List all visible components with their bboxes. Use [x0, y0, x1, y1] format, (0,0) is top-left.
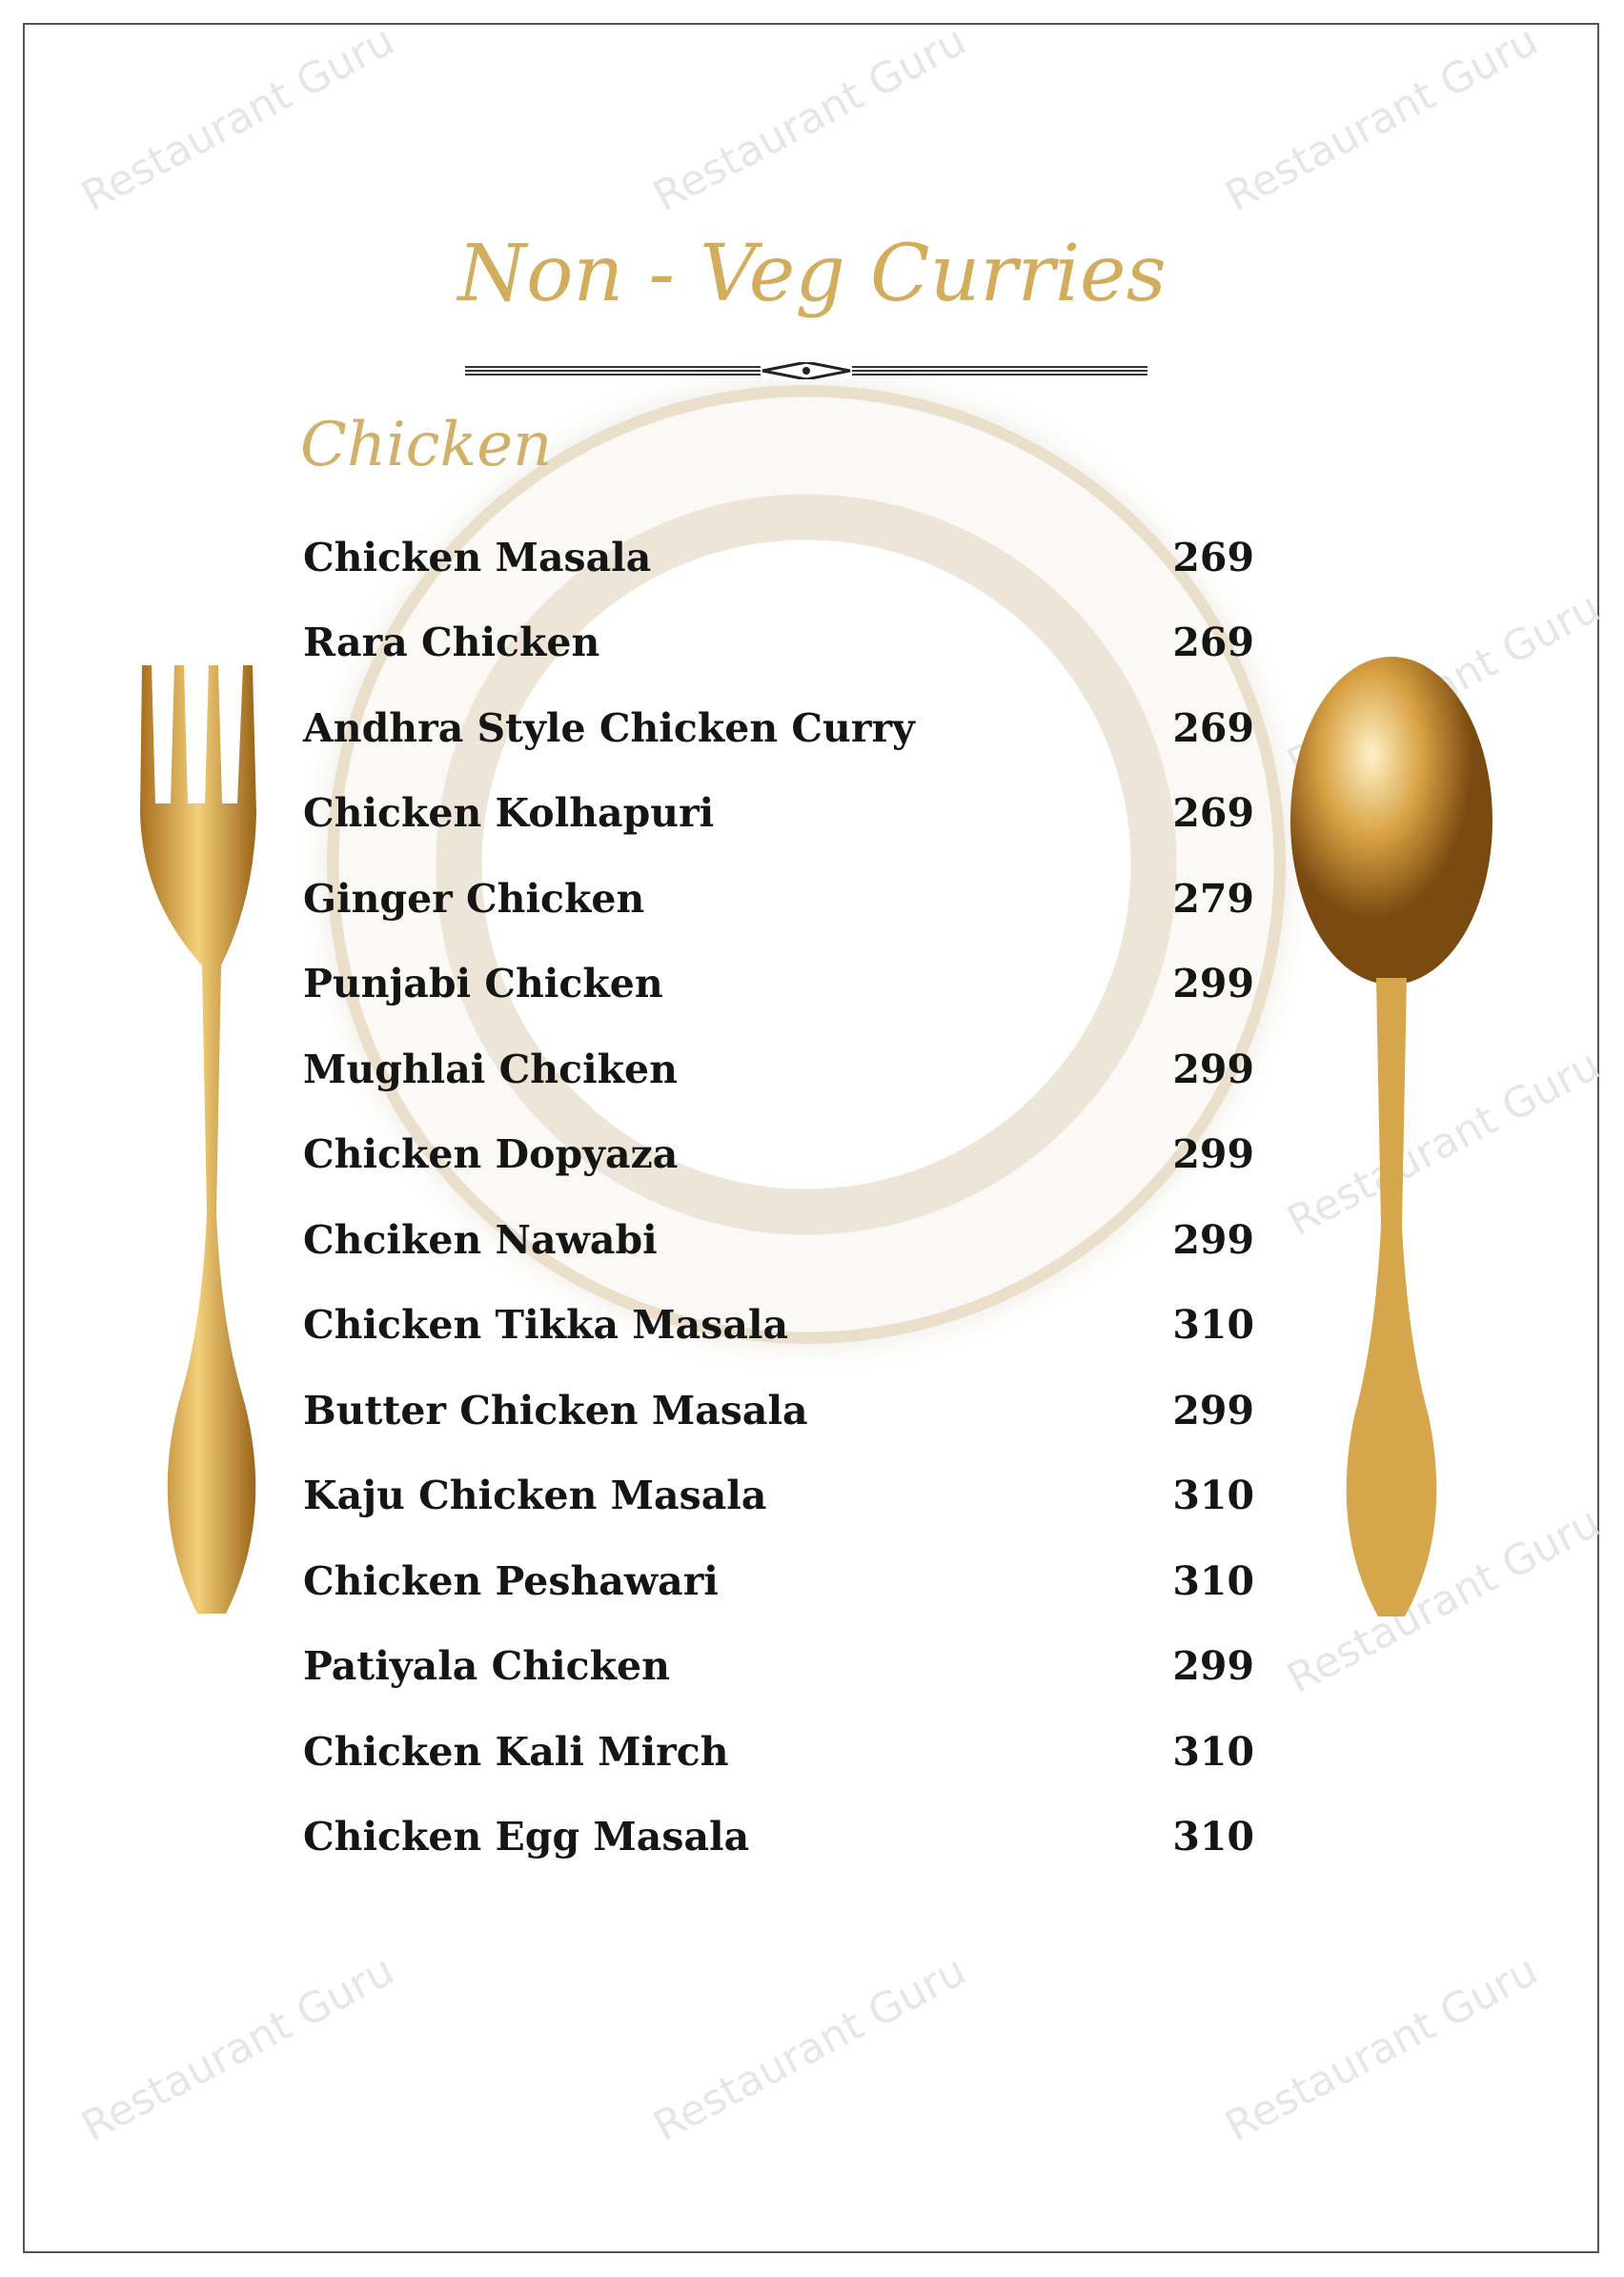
page-border [23, 23, 1599, 2253]
menu-item-price: 269 [1172, 534, 1254, 580]
menu-item-name: Punjabi Chicken [303, 961, 663, 1007]
menu-item-name: Chicken Tikka Masala [303, 1302, 789, 1349]
menu-item-price: 299 [1172, 1046, 1254, 1092]
menu-item: Patiyala Chicken 299 [303, 1624, 1254, 1710]
menu-item: Butter Chicken Masala 299 [303, 1368, 1254, 1454]
menu-item: Chicken Kolhapuri 269 [303, 771, 1254, 857]
menu-item-name: Andhra Style Chicken Curry [303, 704, 915, 751]
menu-item-price: 310 [1172, 1473, 1254, 1519]
menu-item-name: Chciken Nawabi [303, 1216, 658, 1263]
menu-item-price: 310 [1172, 1302, 1254, 1349]
menu-item-price: 299 [1172, 1131, 1254, 1178]
plate-image [327, 385, 1286, 1344]
menu-item-name: Patiyala Chicken [303, 1643, 670, 1690]
menu-item-price: 299 [1172, 1387, 1254, 1433]
page-title: Non - Veg Curries [457, 229, 1167, 319]
section-heading-chicken: Chicken [300, 410, 553, 480]
menu-item-name: Mughlai Chciken [303, 1046, 678, 1092]
menu-item-name: Kaju Chicken Masala [303, 1473, 767, 1519]
menu-item: Chicken Tikka Masala 310 [303, 1283, 1254, 1369]
menu-item: Ginger Chicken 279 [303, 856, 1254, 942]
menu-item-name: Chicken Masala [303, 534, 652, 580]
menu-item: Chciken Nawabi 299 [303, 1197, 1254, 1283]
menu-item-price: 299 [1172, 961, 1254, 1007]
menu-item: Andhra Style Chicken Curry 269 [303, 685, 1254, 771]
menu-item-name: Chicken Peshawari [303, 1557, 719, 1604]
spoon-image [1290, 657, 1492, 1616]
menu-item-price: 279 [1172, 875, 1254, 922]
menu-item-price: 310 [1172, 1814, 1254, 1860]
menu-item-name: Rara Chicken [303, 620, 600, 666]
menu-item: Punjabi Chicken 299 [303, 942, 1254, 1027]
menu-item: Chicken Egg Masala 310 [303, 1795, 1254, 1881]
fork-image [140, 665, 256, 1614]
menu-item: Chicken Masala 269 [303, 515, 1254, 600]
menu-item-price: 269 [1172, 790, 1254, 837]
menu-item-price: 269 [1172, 704, 1254, 751]
menu-list: Chicken Masala 269 Rara Chicken 269 Andhra S… [303, 515, 1254, 1880]
menu-item: Chicken Peshawari 310 [303, 1538, 1254, 1624]
menu-item-name: Ginger Chicken [303, 875, 645, 922]
title-divider [465, 362, 1147, 379]
menu-item: Mughlai Chciken 299 [303, 1027, 1254, 1112]
menu-item: Kaju Chicken Masala 310 [303, 1454, 1254, 1539]
menu-item-price: 299 [1172, 1216, 1254, 1263]
menu-item-price: 310 [1172, 1557, 1254, 1604]
menu-item-name: Chicken Kolhapuri [303, 790, 715, 837]
menu-item-name: Chicken Kali Mirch [303, 1728, 729, 1775]
menu-item-name: Chicken Egg Masala [303, 1814, 750, 1860]
menu-item-price: 269 [1172, 620, 1254, 666]
menu-item-name: Butter Chicken Masala [303, 1387, 808, 1433]
menu-item-price: 299 [1172, 1643, 1254, 1690]
menu-item: Chicken Dopyaza 299 [303, 1112, 1254, 1198]
menu-item: Rara Chicken 269 [303, 600, 1254, 686]
menu-item-price: 310 [1172, 1728, 1254, 1775]
menu-item-name: Chicken Dopyaza [303, 1131, 679, 1178]
menu-item: Chicken Kali Mirch 310 [303, 1709, 1254, 1795]
